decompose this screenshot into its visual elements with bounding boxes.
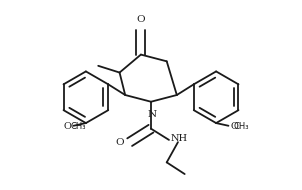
Text: CH₃: CH₃ <box>71 122 86 131</box>
Text: O: O <box>115 138 124 147</box>
Text: O: O <box>64 122 72 131</box>
Text: N: N <box>148 110 157 119</box>
Text: O: O <box>137 15 145 24</box>
Text: CH₃: CH₃ <box>233 122 249 131</box>
Text: NH: NH <box>171 134 188 143</box>
Text: O: O <box>230 122 238 131</box>
